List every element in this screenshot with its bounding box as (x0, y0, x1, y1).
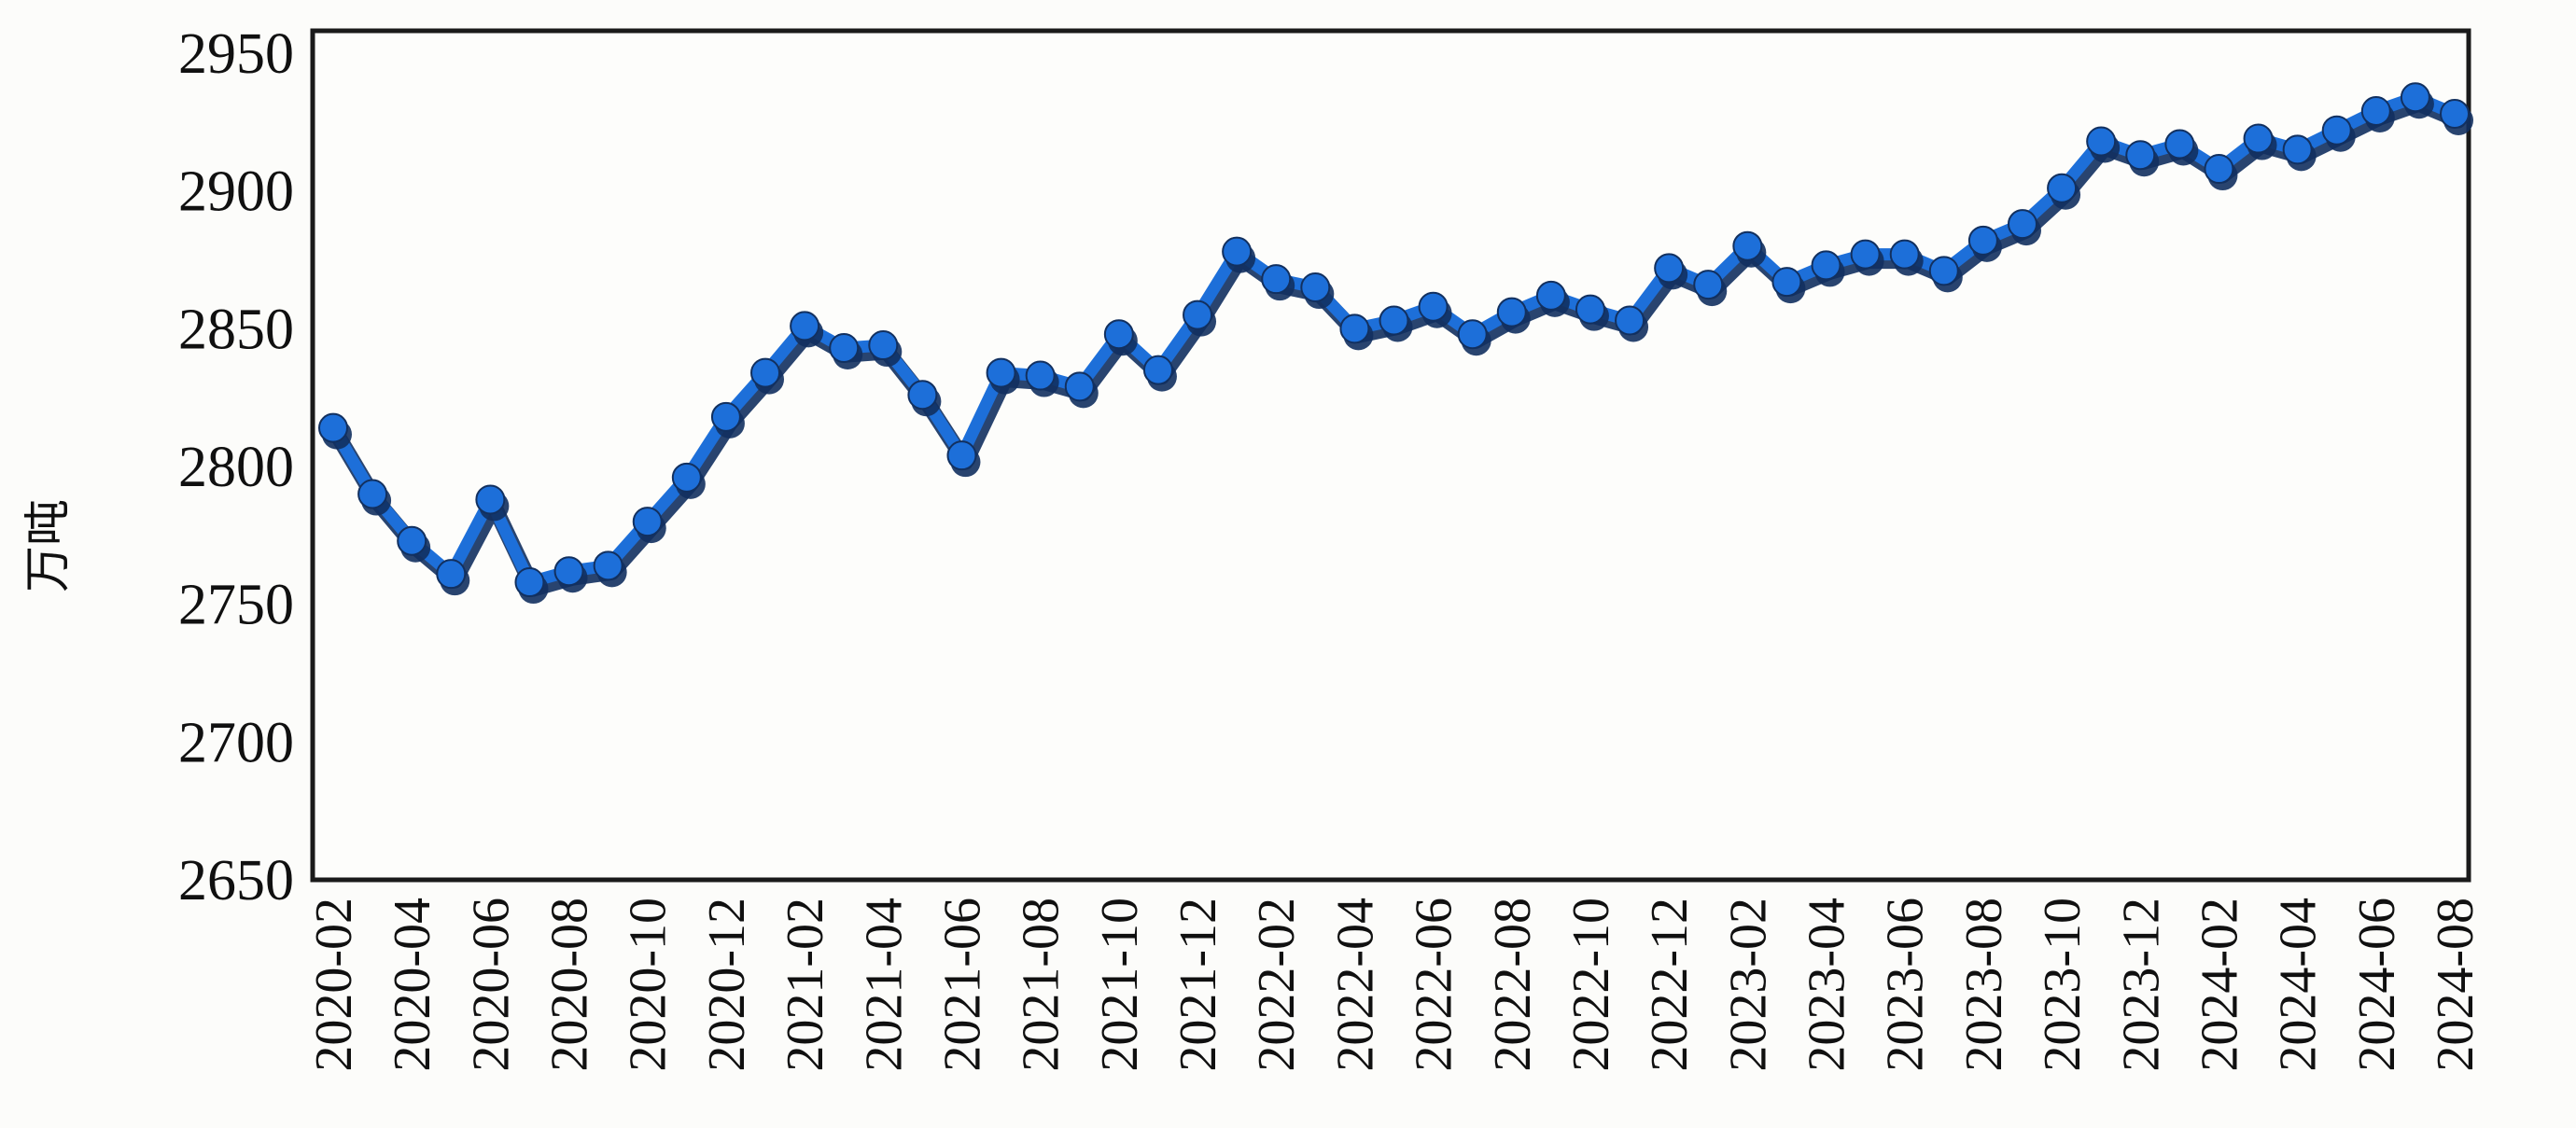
data-point (907, 380, 938, 411)
data-point (2047, 173, 2078, 203)
plot-area-border (310, 28, 2471, 883)
data-point (436, 559, 467, 590)
data-point (1025, 360, 1056, 391)
y-tick-label: 2800 (178, 436, 294, 499)
data-point (1457, 319, 1488, 350)
data-point (1732, 230, 1763, 261)
data-point (1496, 297, 1527, 327)
data-point (357, 479, 388, 509)
x-tick-label: 2020-10 (620, 898, 678, 1072)
y-tick-label: 2650 (178, 849, 294, 912)
data-point (1654, 253, 1685, 284)
x-tick-label: 2021-10 (1091, 898, 1149, 1072)
x-tick-label: 2020-04 (384, 898, 441, 1072)
data-point (1928, 256, 1959, 286)
data-point (710, 401, 741, 432)
data-point (946, 440, 977, 471)
data-point (829, 333, 860, 364)
data-point (750, 357, 781, 388)
data-point (1967, 225, 1998, 256)
data-point (318, 412, 348, 443)
x-tick-label: 2022-10 (1562, 898, 1620, 1072)
y-tick-label: 2950 (178, 22, 294, 86)
x-tick-label: 2021-08 (1013, 898, 1071, 1072)
chart-frame (310, 28, 2471, 883)
data-point (1064, 371, 1095, 402)
data-point (553, 556, 584, 587)
data-point (514, 567, 545, 598)
data-point (868, 330, 899, 361)
data-point (790, 311, 820, 341)
x-tick-label: 2023-10 (2034, 898, 2092, 1072)
data-point (1615, 305, 1645, 336)
x-tick-label: 2023-02 (1719, 898, 1777, 1072)
data-point (1889, 239, 1920, 270)
y-axis-unit-text: 万吨 (21, 499, 75, 592)
data-point (986, 357, 1016, 388)
data-point (1418, 291, 1449, 322)
x-tick-label: 2020-08 (541, 898, 599, 1072)
x-tick-label: 2022-06 (1406, 898, 1463, 1072)
data-point (2007, 209, 2037, 240)
data-point (2204, 154, 2234, 185)
data-point (2086, 126, 2117, 157)
x-tick-label: 2024-08 (2427, 898, 2485, 1072)
data-point (1379, 305, 1409, 336)
x-tick-label: 2023-12 (2112, 898, 2170, 1072)
x-tick-label: 2023-06 (1877, 898, 1935, 1072)
data-point (1222, 236, 1253, 267)
x-tick-label: 2023-04 (1799, 898, 1856, 1072)
y-tick-label: 2900 (178, 160, 294, 224)
data-point (475, 484, 506, 515)
data-point (2400, 82, 2430, 113)
x-tick-label: 2021-02 (777, 898, 834, 1072)
data-point (1339, 313, 1370, 344)
data-point (1771, 267, 1802, 298)
data-point (632, 507, 663, 537)
x-tick-label: 2021-04 (855, 898, 913, 1072)
data-point (2125, 140, 2156, 171)
x-tick-label: 2024-02 (2191, 898, 2248, 1072)
y-tick-label: 2700 (178, 711, 294, 774)
data-point (1850, 239, 1881, 270)
y-tick-label: 2750 (178, 574, 294, 637)
data-point (1261, 264, 1292, 295)
data-point (2164, 129, 2195, 160)
data-point (1300, 272, 1331, 303)
data-point (1535, 280, 1566, 311)
data-point (2321, 115, 2352, 146)
data-point (1693, 270, 1724, 300)
y-axis-ticks: 2950 2900 2850 2800 2750 2700 2650 (178, 22, 294, 912)
x-tick-label: 2022-08 (1484, 898, 1542, 1072)
y-axis-unit-label: 万吨 (21, 499, 75, 592)
data-point (593, 550, 623, 581)
x-tick-label: 2022-12 (1641, 898, 1699, 1072)
x-tick-label: 2023-08 (1955, 898, 2013, 1072)
data-point (2360, 96, 2391, 127)
x-tick-label: 2021-06 (933, 898, 991, 1072)
data-point (2282, 134, 2313, 165)
x-tick-label: 2020-06 (462, 898, 520, 1072)
data-point (671, 462, 702, 493)
data-point (1103, 319, 1134, 350)
x-tick-label: 2021-12 (1169, 898, 1227, 1072)
data-point (1811, 250, 1841, 281)
data-point (2243, 123, 2274, 154)
data-point (2440, 98, 2470, 129)
data-point (1142, 355, 1173, 385)
y-tick-label: 2850 (178, 298, 294, 361)
data-point (1575, 294, 1605, 325)
data-series-line (318, 82, 2473, 605)
x-tick-label: 2022-02 (1248, 898, 1306, 1072)
x-tick-label: 2022-04 (1326, 898, 1384, 1072)
x-tick-label: 2020-12 (698, 898, 756, 1072)
x-tick-label: 2020-02 (305, 898, 363, 1072)
x-tick-label: 2024-06 (2348, 898, 2406, 1072)
x-tick-label: 2024-04 (2270, 898, 2328, 1072)
data-point (1183, 299, 1213, 330)
x-axis-ticks: 2020-02 2020-04 2020-06 2020-08 2020-10 2020-… (305, 898, 2485, 1072)
data-point (397, 525, 427, 556)
